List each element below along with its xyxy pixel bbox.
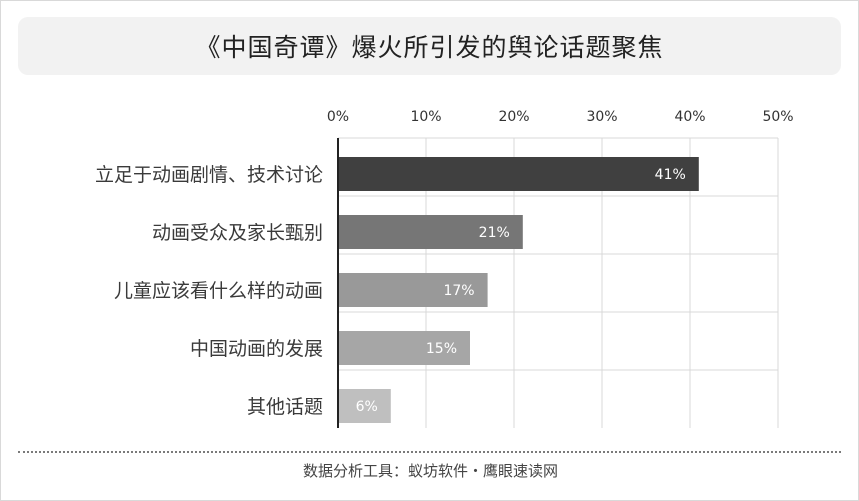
value-labels: 41% 21% 17% 15% 6% [356, 167, 686, 415]
category-label: 动画受众及家长甄别 [152, 222, 323, 244]
bar [338, 273, 488, 307]
bar [338, 215, 523, 249]
bar-value-label: 15% [426, 341, 457, 357]
bar-value-label: 17% [443, 283, 474, 299]
bars [338, 157, 699, 423]
x-tick-label: 0% [327, 109, 349, 125]
bar [338, 331, 470, 365]
category-label: 中国动画的发展 [190, 338, 323, 360]
x-tick-label: 50% [762, 109, 793, 125]
category-label: 儿童应该看什么样的动画 [114, 280, 323, 302]
bar-value-label: 41% [655, 167, 686, 183]
x-tick-label: 20% [498, 109, 529, 125]
title-banner: 《中国奇谭》爆火所引发的舆论话题聚焦 [18, 17, 841, 75]
bar [338, 389, 391, 423]
footer-source: 数据分析工具：蚁坊软件・鹰眼速读网 [302, 462, 558, 480]
bar-value-label: 6% [356, 399, 378, 415]
bar-chart: 0% 10% 20% 30% 40% 50% 立足于动画剧情、技术讨论动画受众及家长甄别儿… [95, 109, 794, 428]
x-tick-label: 40% [674, 109, 705, 125]
x-tick-label: 30% [586, 109, 617, 125]
category-label: 立足于动画剧情、技术讨论 [95, 164, 323, 186]
footer-divider [18, 451, 841, 453]
chart-title: 《中国奇谭》爆火所引发的舆论话题聚焦 [195, 33, 664, 62]
x-axis-ticks: 0% 10% 20% 30% 40% 50% [327, 109, 794, 125]
category-labels: 立足于动画剧情、技术讨论动画受众及家长甄别儿童应该看什么样的动画中国动画的发展其… [95, 164, 323, 418]
bar-value-label: 21% [479, 225, 510, 241]
category-label: 其他话题 [247, 396, 323, 418]
bar [338, 157, 699, 191]
x-tick-label: 10% [410, 109, 441, 125]
